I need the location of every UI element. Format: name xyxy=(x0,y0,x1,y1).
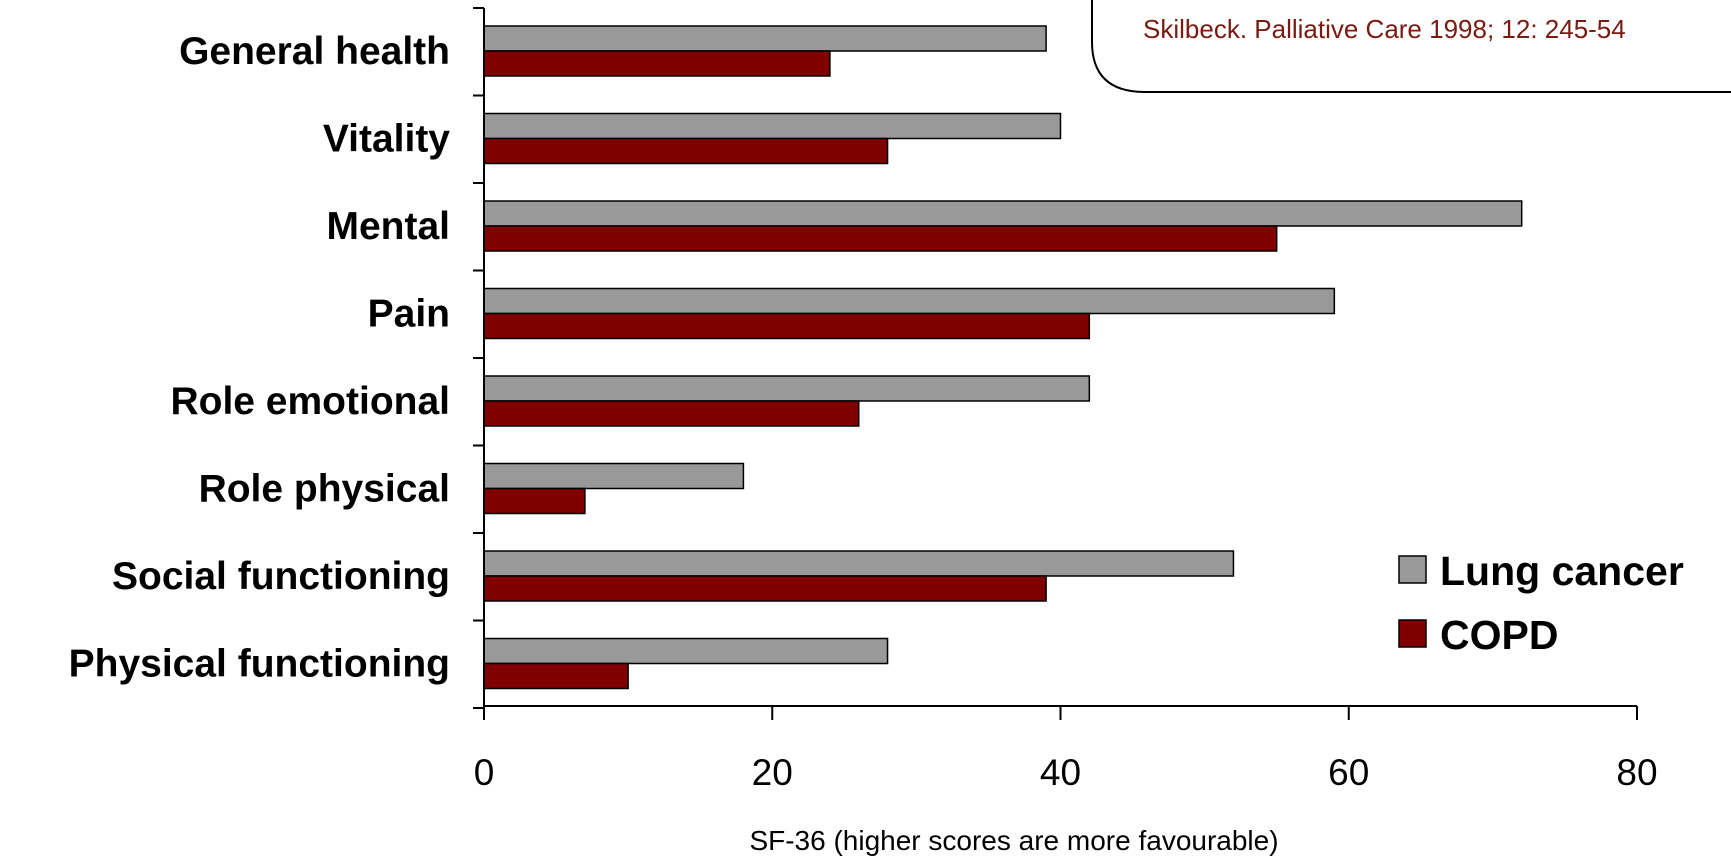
legend-label: COPD xyxy=(1440,612,1558,658)
x-tick-label: 80 xyxy=(1616,752,1657,793)
bar-copd xyxy=(483,487,586,515)
bars-layer xyxy=(483,25,1523,690)
bar-lung-cancer xyxy=(483,462,745,490)
category-label: General health xyxy=(179,30,450,73)
category-label: Mental xyxy=(326,205,450,248)
citation-box-border xyxy=(1091,0,1731,93)
x-tick-label: 40 xyxy=(1040,752,1081,793)
category-label: Vitality xyxy=(323,118,450,161)
x-axis: 0 20 40 60 80 xyxy=(474,705,1658,793)
citation-box: Skilbeck. Palliative Care 1998; 12: 245-… xyxy=(1091,0,1731,93)
x-axis-title: SF-36 (higher scores are more favourable… xyxy=(749,825,1278,856)
bar-copd xyxy=(483,575,1047,602)
category-label: Role physical xyxy=(199,468,450,511)
y-axis xyxy=(473,7,485,709)
bar-lung-cancer xyxy=(483,287,1336,315)
bar-copd xyxy=(483,662,629,690)
bar-lung-cancer xyxy=(483,637,889,665)
bar-copd xyxy=(483,225,1278,252)
category-label: Physical functioning xyxy=(69,643,450,686)
bar-lung-cancer xyxy=(483,375,1091,402)
category-label: Social functioning xyxy=(112,555,450,598)
legend-swatch-lung-cancer xyxy=(1398,555,1427,584)
category-label: Role emotional xyxy=(170,380,450,423)
bar-copd xyxy=(483,50,831,77)
bar-copd xyxy=(483,400,860,427)
bar-copd xyxy=(483,137,889,165)
bar-copd xyxy=(483,312,1091,340)
x-tick-label: 20 xyxy=(752,752,793,793)
bar-lung-cancer xyxy=(483,550,1235,577)
bar-lung-cancer xyxy=(483,112,1062,140)
category-label: Pain xyxy=(368,293,450,336)
plot-area: General health Vitality Mental Pain Role emo… xyxy=(69,7,1658,793)
legend-swatch-copd xyxy=(1398,619,1427,648)
citation-text: Skilbeck. Palliative Care 1998; 12: 245-… xyxy=(1143,14,1626,44)
legend: Lung cancer COPD xyxy=(1398,548,1684,658)
category-labels: General health Vitality Mental Pain Role emo… xyxy=(69,30,451,686)
bar-lung-cancer xyxy=(483,25,1047,52)
legend-label: Lung cancer xyxy=(1440,548,1684,594)
x-tick-label: 60 xyxy=(1328,752,1369,793)
x-tick-label: 0 xyxy=(474,752,495,793)
bar-lung-cancer xyxy=(483,200,1523,227)
